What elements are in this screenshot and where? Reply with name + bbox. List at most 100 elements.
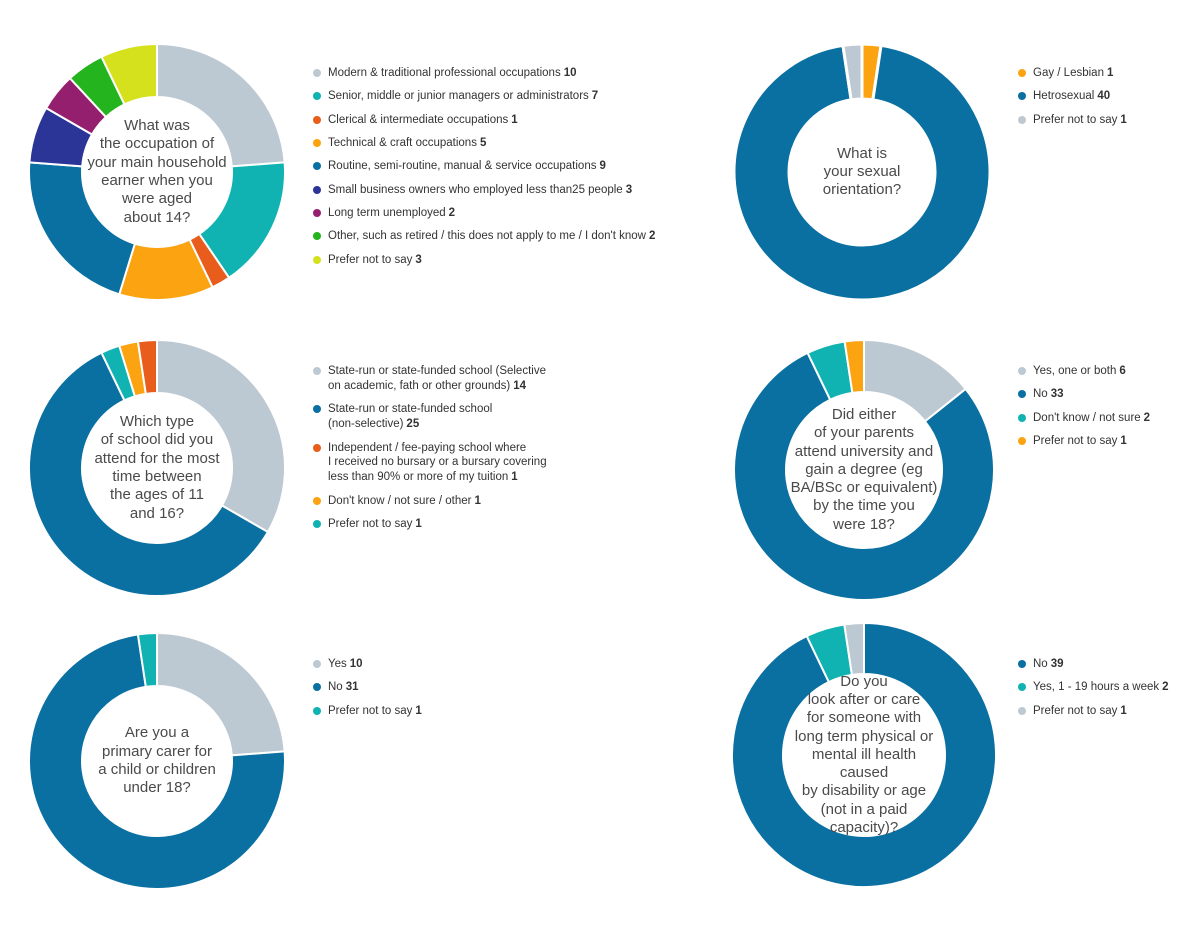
legend-label: Independent / fee-paying school where bbox=[328, 441, 527, 454]
legend-item-clerical-intermediate-occupations[interactable]: Clerical & intermediate occupations 1 bbox=[313, 113, 693, 128]
chart-question-text: Which type of school did you attend for th… bbox=[94, 413, 219, 523]
legend-swatch bbox=[313, 138, 321, 147]
legend-count: 10 bbox=[349, 658, 363, 670]
legend-label: Don't know / not sure / other bbox=[328, 494, 472, 507]
slice-yes[interactable] bbox=[156, 632, 286, 757]
slice-state-run-or-state-funded-school-non-sel[interactable] bbox=[28, 351, 269, 597]
legend-item-yes-one-or-both[interactable]: Yes, one or both 6 bbox=[1018, 364, 1188, 379]
slice-state-run-or-state-funded-school-selecti[interactable] bbox=[156, 339, 286, 533]
chart-question: Which type of school did you attend for th… bbox=[85, 393, 229, 543]
legend-count: 5 bbox=[479, 136, 487, 149]
legend-item-no[interactable]: No 39 bbox=[1018, 657, 1196, 672]
legend-item-prefer-not-to-say[interactable]: Prefer not to say 1 bbox=[313, 704, 483, 719]
question-line: and 16? bbox=[129, 504, 185, 522]
legend-label: Routine, semi-routine, manual & service … bbox=[328, 160, 597, 173]
question-line: time between bbox=[112, 468, 202, 485]
slice-prefer-not-to-say[interactable] bbox=[843, 622, 865, 676]
legend-item-don-t-know-not-sure[interactable]: Don't know / not sure 2 bbox=[1018, 411, 1188, 426]
legend-swatch bbox=[313, 706, 321, 715]
slice-no[interactable] bbox=[731, 622, 997, 888]
legend: Gay / Lesbian 1 Hetrosexual 40 Prefer not to… bbox=[1018, 66, 1188, 136]
legend-count: 1 bbox=[1120, 704, 1127, 717]
legend-item-routine-semi-routine-manual-service-occu[interactable]: Routine, semi-routine, manual & service … bbox=[313, 159, 693, 174]
slice-modern-traditional-professional-occupati[interactable] bbox=[156, 43, 286, 168]
legend-item-prefer-not-to-say[interactable]: Prefer not to say 3 bbox=[313, 253, 693, 268]
legend-item-prefer-not-to-say[interactable]: Prefer not to say 1 bbox=[313, 517, 583, 532]
legend-label: No bbox=[1033, 388, 1048, 401]
chart-question-text: Do you look after or care for someone with… bbox=[786, 673, 942, 838]
question-line: a child or children bbox=[98, 761, 216, 778]
legend-count: 1 bbox=[415, 704, 422, 717]
question-line: attend for the most bbox=[94, 449, 220, 467]
legend-label: I received no bursary or a bursary cover… bbox=[328, 456, 547, 469]
legend-item-yes[interactable]: Yes 10 bbox=[313, 657, 483, 672]
legend-item-independent-fee-paying-school-where-i-re[interactable]: Independent / fee-paying school where I r… bbox=[313, 441, 583, 486]
legend-item-gay-lesbian[interactable]: Gay / Lesbian 1 bbox=[1018, 66, 1188, 81]
slice-independent-fee-paying-school-where-i-re[interactable] bbox=[136, 339, 158, 395]
question-line: Do you bbox=[840, 672, 888, 690]
legend-item-senior-middle-or-junior-managers-or-admi[interactable]: Senior, middle or junior managers or adm… bbox=[313, 89, 693, 104]
legend-item-prefer-not-to-say[interactable]: Prefer not to say 1 bbox=[1018, 434, 1188, 449]
legend-count: 1 bbox=[415, 518, 422, 531]
legend-count: 2 bbox=[448, 206, 456, 219]
slice-no[interactable] bbox=[733, 351, 995, 601]
legend-item-prefer-not-to-say[interactable]: Prefer not to say 1 bbox=[1018, 113, 1188, 128]
legend-swatch bbox=[313, 162, 321, 171]
legend: No 39 Yes, 1 - 19 hours a week 2 Prefer not … bbox=[1018, 657, 1196, 727]
legend-label: Yes, one or both bbox=[1033, 365, 1117, 377]
legend-swatch bbox=[1018, 660, 1026, 668]
legend-label: Modern & traditional professional occupa… bbox=[328, 67, 561, 79]
legend-count: 14 bbox=[513, 379, 526, 392]
slice-hetrosexual[interactable] bbox=[732, 43, 992, 302]
legend-swatch bbox=[313, 405, 321, 414]
slice-prefer-not-to-say[interactable] bbox=[100, 43, 158, 106]
question-line: your main household bbox=[87, 153, 227, 171]
legend-swatch bbox=[1018, 115, 1026, 124]
legend-label: Prefer not to say bbox=[1033, 704, 1118, 717]
legend-item-technical-craft-occupations[interactable]: Technical & craft occupations 5 bbox=[313, 136, 693, 151]
chart-question-text: What is your sexual orientation? bbox=[823, 145, 901, 200]
legend-item-modern-traditional-professional-occupati[interactable]: Modern & traditional professional occupa… bbox=[313, 66, 693, 81]
legend-item-state-run-or-state-funded-school-non-sel[interactable]: State-run or state-funded school (non-sel… bbox=[313, 402, 583, 432]
question-line: gain a degree (eg bbox=[805, 460, 923, 478]
question-line: by disability or age bbox=[801, 782, 927, 800]
legend-item-hetrosexual[interactable]: Hetrosexual 40 bbox=[1018, 89, 1188, 104]
legend-label: State-run or state-funded school (Select… bbox=[328, 365, 546, 377]
question-line: about 14? bbox=[123, 208, 191, 226]
legend-swatch bbox=[1018, 367, 1026, 375]
slice-routine-semi-routine-manual-service-occu[interactable] bbox=[28, 161, 136, 296]
legend-count: 1 bbox=[474, 494, 481, 507]
legend-swatch bbox=[313, 367, 321, 375]
legend-label: Senior, middle or junior managers or adm… bbox=[328, 90, 589, 103]
legend-item-state-run-or-state-funded-school-selecti[interactable]: State-run or state-funded school (Select… bbox=[313, 364, 583, 394]
legend-count: 10 bbox=[563, 67, 577, 79]
legend-item-no[interactable]: No 33 bbox=[1018, 387, 1188, 402]
legend-label: Clerical & intermediate occupations bbox=[328, 113, 509, 126]
legend-item-long-term-unemployed[interactable]: Long term unemployed 2 bbox=[313, 206, 693, 221]
chart-question: What was the occupation of your main house… bbox=[85, 97, 229, 247]
legend-item-don-t-know-not-sure-other[interactable]: Don't know / not sure / other 1 bbox=[313, 494, 583, 509]
slice-prefer-not-to-say[interactable] bbox=[843, 339, 865, 394]
question-line: your sexual bbox=[823, 162, 901, 180]
legend: Yes 10 No 31 Prefer not to say 1 bbox=[313, 657, 483, 727]
legend-count: 2 bbox=[1143, 411, 1151, 424]
legend: Modern & traditional professional occupa… bbox=[313, 66, 693, 276]
legend-item-small-business-owners-who-employed-less-[interactable]: Small business owners who employed less … bbox=[313, 183, 693, 198]
legend-item-prefer-not-to-say[interactable]: Prefer not to say 1 bbox=[1018, 704, 1196, 719]
legend-item-other-such-as-retired-this-does-not-appl[interactable]: Other, such as retired / this does not a… bbox=[313, 229, 693, 244]
slice-no[interactable] bbox=[28, 633, 286, 890]
chart-question-text: Are you a primary carer for a child or chi… bbox=[98, 724, 216, 797]
legend-item-yes-1-19-hours-a-week[interactable]: Yes, 1 - 19 hours a week 2 bbox=[1018, 680, 1196, 695]
legend-swatch bbox=[313, 69, 321, 77]
slice-prefer-not-to-say[interactable] bbox=[841, 42, 864, 102]
legend-label: Prefer not to say bbox=[1033, 434, 1118, 447]
legend-count: 25 bbox=[406, 418, 420, 431]
slice-prefer-not-to-say[interactable] bbox=[136, 632, 158, 688]
question-line: (not in a paid bbox=[820, 800, 908, 818]
legend-swatch bbox=[313, 660, 321, 668]
donut-svg bbox=[731, 622, 997, 888]
question-line: by the time you bbox=[813, 497, 915, 515]
legend-swatch bbox=[313, 443, 321, 452]
legend-item-no[interactable]: No 31 bbox=[313, 680, 483, 695]
donut-svg bbox=[28, 632, 286, 890]
